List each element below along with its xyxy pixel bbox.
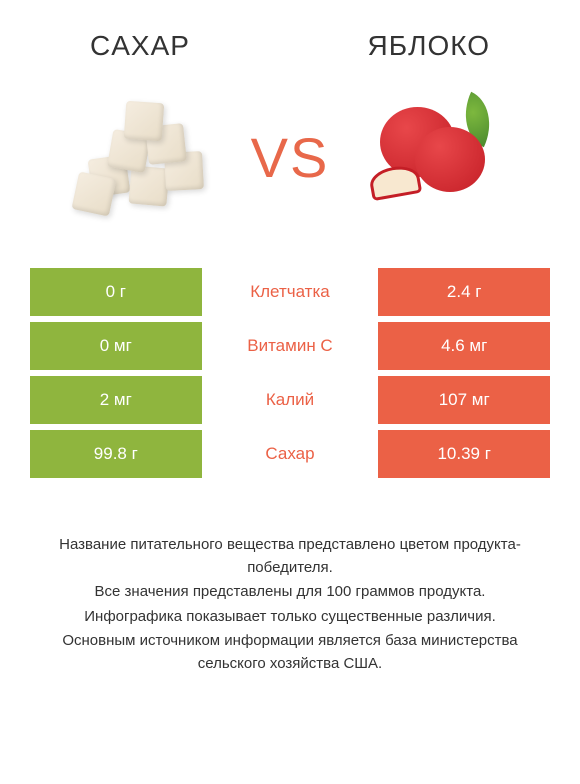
right-value: 10.39 г	[378, 430, 550, 478]
apple-image	[360, 92, 510, 222]
table-row: 99.8 гСахар10.39 г	[30, 430, 550, 478]
right-value: 107 мг	[378, 376, 550, 424]
sugar-image	[70, 92, 220, 222]
table-row: 0 мгВитамин C4.6 мг	[30, 322, 550, 370]
right-product-title: ЯБЛОКО	[367, 30, 490, 62]
left-value: 99.8 г	[30, 430, 202, 478]
left-value: 0 мг	[30, 322, 202, 370]
left-value: 0 г	[30, 268, 202, 316]
table-row: 2 мгКалий107 мг	[30, 376, 550, 424]
header-row: CAXAP ЯБЛОКО	[30, 20, 550, 92]
left-product-title: CAXAP	[90, 30, 190, 62]
footer-line: Основным источником информации является …	[40, 630, 540, 675]
nutrient-name: Калий	[202, 376, 379, 424]
nutrient-name: Клетчатка	[202, 268, 379, 316]
footer-text: Название питательного вещества представл…	[30, 534, 550, 675]
footer-line: Инфографика показывает только существенн…	[40, 606, 540, 629]
right-value: 4.6 мг	[378, 322, 550, 370]
right-value: 2.4 г	[378, 268, 550, 316]
nutrient-name: Витамин C	[202, 322, 379, 370]
table-row: 0 гКлетчатка2.4 г	[30, 268, 550, 316]
comparison-table: 0 гКлетчатка2.4 г 0 мгВитамин C4.6 мг 2 мг…	[30, 262, 550, 484]
vs-label: VS	[251, 125, 330, 190]
vs-section: VS	[30, 92, 550, 262]
footer-line: Название питательного вещества представл…	[40, 534, 540, 579]
table-body: 0 гКлетчатка2.4 г 0 мгВитамин C4.6 мг 2 мг…	[30, 268, 550, 478]
nutrient-name: Сахар	[202, 430, 379, 478]
left-value: 2 мг	[30, 376, 202, 424]
footer-line: Все значения представлены для 100 граммо…	[40, 581, 540, 604]
